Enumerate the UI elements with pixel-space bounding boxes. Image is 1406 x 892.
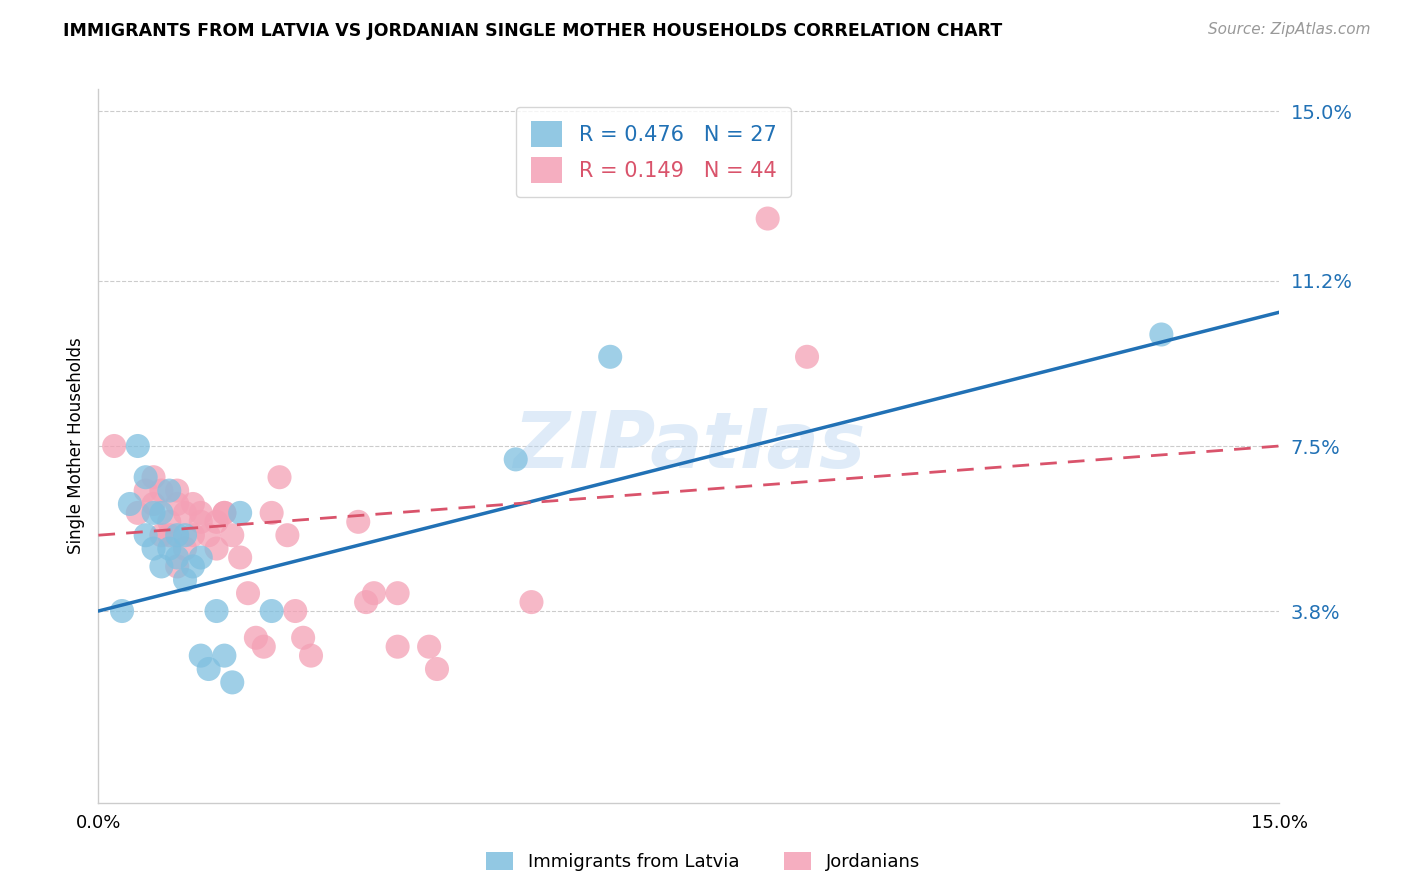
Point [190, 506, 212, 520]
Point [205, 541, 228, 556]
Point [197, 528, 219, 542]
Point [221, 528, 243, 542]
Point [229, 506, 252, 520]
Point [166, 483, 188, 498]
Point [236, 586, 259, 600]
Point [214, 506, 236, 520]
Point [118, 497, 141, 511]
Point [142, 497, 165, 511]
Point [253, 640, 276, 654]
Point [111, 604, 134, 618]
Point [599, 350, 621, 364]
Point [260, 604, 283, 618]
Point [520, 595, 543, 609]
Point [142, 506, 165, 520]
Point [269, 470, 291, 484]
Point [190, 648, 212, 663]
Point [190, 550, 212, 565]
Point [284, 604, 307, 618]
Point [260, 506, 283, 520]
Point [135, 528, 157, 542]
Point [292, 631, 315, 645]
Point [157, 515, 180, 529]
Point [756, 211, 779, 226]
Point [418, 640, 440, 654]
Point [221, 675, 243, 690]
Point [181, 559, 204, 574]
Point [150, 483, 173, 498]
Point [181, 497, 204, 511]
Text: IMMIGRANTS FROM LATVIA VS JORDANIAN SINGLE MOTHER HOUSEHOLDS CORRELATION CHART: IMMIGRANTS FROM LATVIA VS JORDANIAN SING… [63, 22, 1002, 40]
Text: Source: ZipAtlas.com: Source: ZipAtlas.com [1208, 22, 1371, 37]
Point [1150, 327, 1173, 342]
Point [127, 506, 149, 520]
Point [214, 506, 236, 520]
Point [299, 648, 322, 663]
Point [157, 483, 180, 498]
Legend: Immigrants from Latvia, Jordanians: Immigrants from Latvia, Jordanians [479, 845, 927, 879]
Point [347, 515, 370, 529]
Point [174, 541, 197, 556]
Point [166, 559, 188, 574]
Point [174, 506, 197, 520]
Point [181, 528, 204, 542]
Point [157, 528, 180, 542]
Point [796, 350, 818, 364]
Point [135, 470, 157, 484]
Point [174, 528, 197, 542]
Point [135, 483, 157, 498]
Point [166, 550, 188, 565]
Point [205, 604, 228, 618]
Point [354, 595, 377, 609]
Point [103, 439, 125, 453]
Point [150, 559, 173, 574]
Point [127, 439, 149, 453]
Point [142, 470, 165, 484]
Point [245, 631, 267, 645]
Point [157, 541, 180, 556]
Point [166, 528, 188, 542]
Point [197, 662, 219, 676]
Point [214, 648, 236, 663]
Point [150, 528, 173, 542]
Point [276, 528, 298, 542]
Point [205, 515, 228, 529]
Point [166, 497, 188, 511]
Point [387, 586, 409, 600]
Point [142, 541, 165, 556]
Point [150, 506, 173, 520]
Y-axis label: Single Mother Households: Single Mother Households [66, 338, 84, 554]
Point [505, 452, 527, 467]
Point [426, 662, 449, 676]
Point [363, 586, 385, 600]
Text: ZIPatlas: ZIPatlas [513, 408, 865, 484]
Legend: R = 0.476   N = 27, R = 0.149   N = 44: R = 0.476 N = 27, R = 0.149 N = 44 [516, 107, 792, 197]
Point [229, 550, 252, 565]
Point [190, 515, 212, 529]
Point [387, 640, 409, 654]
Point [174, 573, 197, 587]
